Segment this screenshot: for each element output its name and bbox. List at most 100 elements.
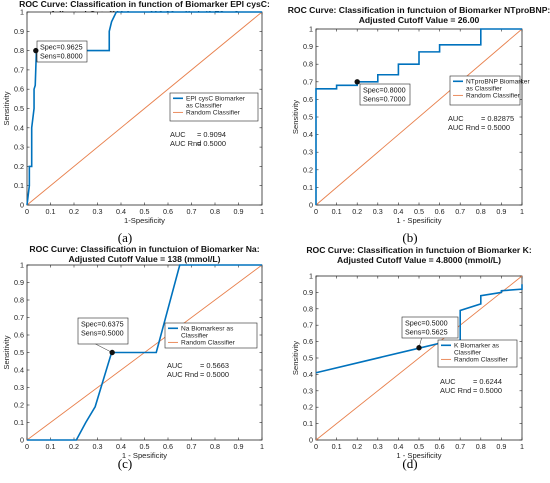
legend-label: Random Classifier [181,340,236,347]
roc-panel-c: ROC Curve: Classification in functuion o… [2,244,264,471]
y-tick-label: 0.3 [303,386,313,395]
x-tick-label: 1 [520,442,524,451]
auc-value: = 0.9094 [197,130,226,139]
annotation-text: Sens=0.8000 [40,52,83,61]
y-tick-label: 0.4 [303,370,313,379]
x-tick-label: 0.1 [46,442,56,451]
y-tick-label: 0.4 [14,123,24,132]
roc-panel-a: ROC Curve: Classification in function of… [2,0,270,245]
y-tick-label: 0.2 [14,162,24,171]
y-tick-label: 0.9 [14,27,24,36]
y-tick-label: 0.5 [14,104,24,113]
x-tick-label: 0.4 [116,442,126,451]
y-tick-label: 0.7 [14,313,24,322]
y-tick-label: 0.9 [303,42,313,51]
annotation-text: Sens=0.5000 [81,329,124,338]
x-tick-label: 0.1 [332,207,342,216]
legend-label: as Classifier [466,85,503,92]
y-tick-label: 0.7 [303,77,313,86]
legend-label: NTproBNP Biomarker [466,79,530,86]
chart-title-line: Adjusted Cutoff Value = 4.8000 (mmol/L) [337,255,501,265]
y-tick-label: 1 [20,261,24,270]
x-tick-label: 0.8 [210,442,220,451]
annotation-text: Sens=0.7000 [363,95,406,104]
x-tick-label: 0.5 [140,442,150,451]
y-tick-label: 0.3 [14,143,24,152]
auc-label: AUC [440,377,456,386]
random-classifier-line [26,11,263,206]
auc-value: = 0.5000 [481,123,510,132]
auc-value: = 0.82875 [481,114,514,123]
x-tick-label: 0.5 [414,207,424,216]
legend-label: Na Biomarkesr as [181,326,234,333]
x-tick-label: 0 [314,207,318,216]
x-tick-label: 0 [25,207,29,216]
x-tick-label: 0.3 [93,207,103,216]
annotation-text: Spec=0.5000 [405,319,448,328]
chart-title-line: ROC Curve: Classification in functuion o… [288,5,550,15]
random-classifier-line [315,28,523,206]
cutoff-point-marker [354,79,360,85]
chart-title-line: ROC Curve: Classification in functuion o… [306,245,532,255]
y-axis-label: Sensitivity [2,91,11,125]
x-tick-label: 0.6 [435,207,445,216]
y-tick-label: 1 [20,8,24,17]
legend-box [437,339,518,368]
y-tick-label: 0 [309,436,313,445]
x-tick-label: 0.5 [140,207,150,216]
auc-value: = 0.5000 [473,386,502,395]
y-tick-label: 0.5 [14,348,24,357]
x-tick-label: 0.7 [187,207,197,216]
x-tick-label: 0.8 [210,207,220,216]
annotation-text: Spec=0.8000 [363,86,406,95]
x-tick-label: 0.1 [46,207,56,216]
y-tick-label: 0.1 [303,419,313,428]
y-tick-label: 0.8 [14,46,24,55]
auc-label: AUC [448,114,464,123]
auc-value: = 0.5000 [197,139,226,148]
y-tick-label: 0.2 [303,403,313,412]
x-tick-label: 0 [25,442,29,451]
chart-title-line: ROC Curve: Classification in function of… [19,0,270,9]
x-axis-label: 1 - Spesificity [122,451,167,460]
x-tick-label: 0.7 [455,207,465,216]
cutoff-point-marker [33,47,39,54]
legend-label: Random Classifier [454,357,509,364]
y-tick-label: 0.2 [14,401,24,410]
y-tick-label: 0.9 [14,278,24,287]
panel-label: (b) [402,230,417,245]
x-tick-label: 0.9 [496,207,506,216]
roc-curve-line [315,284,523,374]
annotation-box [359,83,411,106]
y-tick-label: 0.4 [303,130,313,139]
auc-value: = 0.5663 [200,361,229,370]
x-tick-label: 0.9 [234,207,244,216]
legend-label: K Biomarker as [454,343,500,350]
legend-label: Classifier [181,332,209,339]
x-tick-label: 0.1 [332,442,342,451]
auc-label: AUC [170,130,186,139]
x-tick-label: 0.4 [116,207,126,216]
y-axis-label: Sensitivity [291,341,300,375]
x-tick-label: 0.2 [352,442,362,451]
panel-label: (d) [402,456,417,471]
y-tick-label: 0.8 [303,304,313,313]
cutoff-point-marker [416,345,422,351]
x-tick-label: 0.3 [373,207,383,216]
y-tick-label: 1 [309,272,313,281]
cutoff-point-marker [109,349,115,356]
y-tick-label: 0.3 [303,148,313,157]
annotation-text: Sens=0.5625 [405,328,448,337]
x-tick-label: 0.6 [163,207,173,216]
auc-value: = 0.6244 [473,377,502,386]
y-tick-label: 0.5 [303,113,313,122]
y-tick-label: 0.4 [14,366,24,375]
x-axis-label: 1 - Spesificity [396,216,441,225]
x-tick-label: 1 [260,207,264,216]
y-tick-label: 0.7 [303,321,313,330]
y-tick-label: 0.6 [303,95,313,104]
legend-label: Classifier [454,349,482,356]
panel-label: (c) [118,456,132,471]
x-axis-label: 1 - Spesificity [396,451,441,460]
y-tick-label: 0.7 [14,65,24,74]
